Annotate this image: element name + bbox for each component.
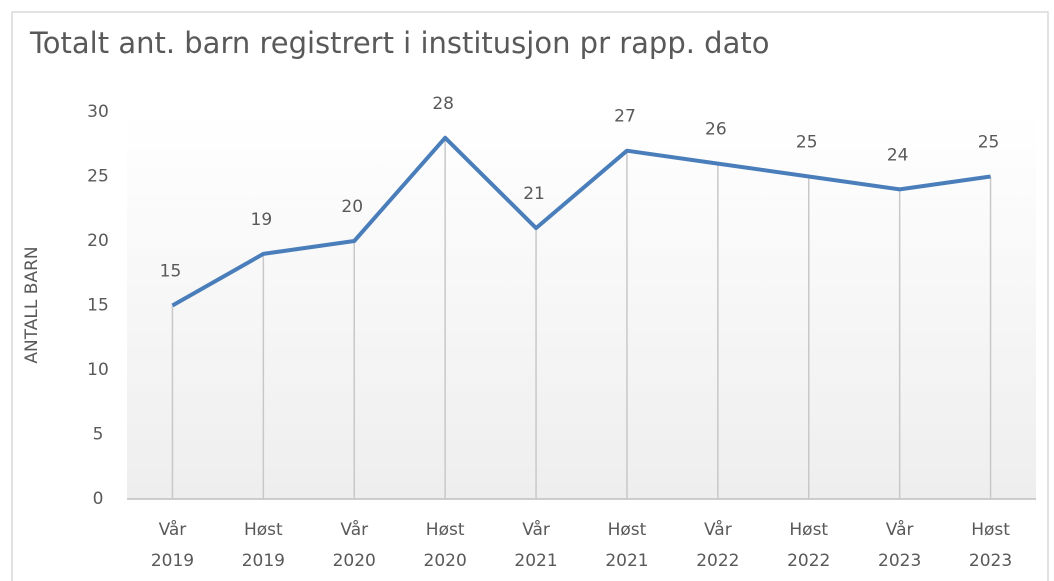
- data-label: 20: [341, 197, 363, 217]
- x-tick-label: Vår: [522, 519, 550, 540]
- data-label: 28: [432, 94, 454, 114]
- x-tick-label: Vår: [886, 519, 914, 540]
- data-label: 27: [614, 107, 636, 127]
- x-tick-label: 2021: [514, 551, 557, 571]
- x-tick-label: 2019: [242, 551, 285, 571]
- x-tick-label: 2020: [424, 551, 467, 571]
- y-tick-label: 20: [87, 231, 109, 251]
- data-label: 19: [251, 210, 273, 230]
- chart-title: Totalt ant. barn registrert i institusjo…: [29, 26, 769, 60]
- y-axis-label: ANTALL BARN: [22, 246, 42, 363]
- x-tick-label: Høst: [789, 520, 828, 540]
- x-tick-label: Vår: [159, 519, 187, 540]
- data-label: 25: [796, 133, 818, 153]
- x-tick-label: 2019: [151, 551, 194, 571]
- x-tick-label: 2020: [333, 551, 376, 571]
- plot-area: [127, 112, 1036, 499]
- data-label: 26: [705, 120, 727, 140]
- data-label: 25: [978, 133, 1000, 153]
- x-tick-label: Høst: [426, 520, 465, 540]
- y-tick-label: 0: [93, 489, 104, 509]
- x-tick-label: Høst: [244, 520, 283, 540]
- x-tick-label: 2023: [969, 551, 1012, 571]
- data-label: 24: [887, 145, 909, 165]
- data-label: 15: [160, 262, 182, 282]
- y-tick-label: 15: [87, 296, 109, 316]
- data-line: [171, 135, 991, 308]
- data-label: 21: [523, 184, 545, 204]
- x-tick-label: Vår: [340, 519, 368, 540]
- x-tick-label: Høst: [971, 520, 1010, 540]
- x-tick-label: Høst: [608, 520, 647, 540]
- x-tick-label: 2022: [696, 551, 739, 571]
- x-tick-label: 2023: [878, 551, 921, 571]
- y-tick-label: 10: [87, 360, 109, 380]
- x-tick-label: 2021: [605, 551, 648, 571]
- y-tick-label: 25: [87, 167, 109, 187]
- x-tick-label: Vår: [704, 519, 732, 540]
- x-tick-label: 2022: [787, 551, 830, 571]
- y-tick-label: 5: [93, 425, 104, 445]
- y-tick-label: 30: [87, 102, 109, 122]
